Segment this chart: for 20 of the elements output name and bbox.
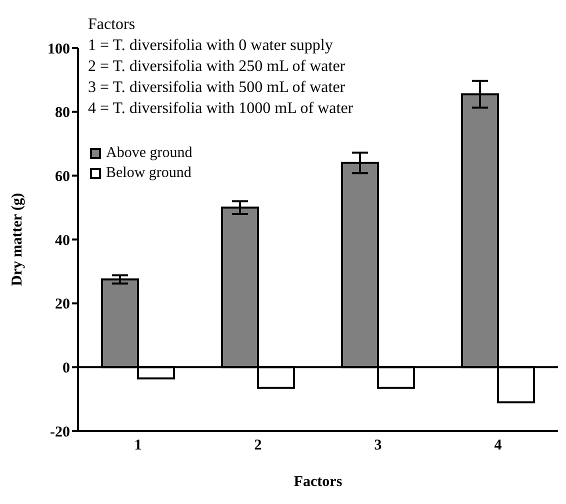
x-tick-label: 3: [374, 438, 382, 454]
y-tick-label: 60: [55, 168, 70, 185]
x-tick-label: 1: [134, 438, 142, 454]
y-axis-title: Dry matter (g): [9, 192, 26, 286]
y-tick-label: 20: [55, 296, 70, 313]
text: Factors: [88, 15, 136, 35]
x-tick-label: 2: [254, 438, 262, 454]
x-tick-label: 4: [494, 438, 502, 454]
annotation: 2 = T. diversifolia with 250 mL of water: [88, 57, 346, 77]
y-tick-label: 80: [55, 105, 70, 122]
legend-label: Below ground: [106, 164, 192, 183]
y-tick-label: 40: [55, 232, 70, 249]
annotation: 1 = T. diversifolia with 0 water supply: [88, 36, 334, 56]
y-tick-label: 0: [62, 360, 70, 376]
annotation: 3 = T. diversifolia with 500 mL of water: [88, 78, 346, 98]
y-tick-label: 100: [48, 41, 70, 58]
x-axis-title: Factors: [294, 474, 342, 490]
y-tick-label: -20: [50, 424, 70, 440]
annotation: 4 = T. diversifolia with 1000 mL of water: [88, 99, 354, 119]
legend-label: Above ground: [106, 144, 192, 163]
